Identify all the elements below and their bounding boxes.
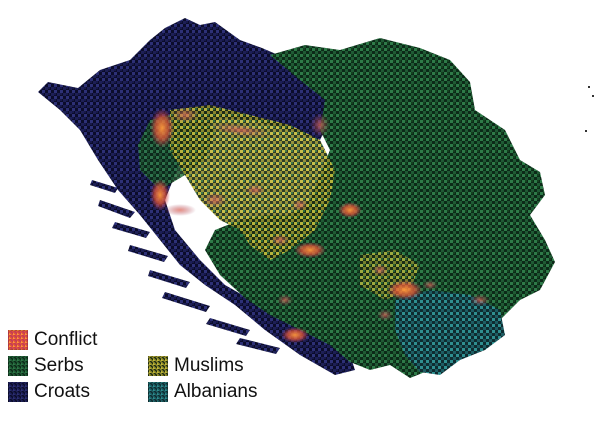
scattered-dots <box>585 86 594 132</box>
legend-item-conflict: Conflict <box>8 328 97 352</box>
serbs-swatch <box>8 356 28 376</box>
legend-label-serbs: Serbs <box>34 355 84 376</box>
legend-item-serbs: Serbs <box>8 354 84 378</box>
serbs-region <box>205 38 555 378</box>
coastal-islands <box>90 180 280 354</box>
legend-item-croats: Croats <box>8 380 90 404</box>
legend-label-muslims: Muslims <box>174 355 244 376</box>
albanians-swatch <box>148 382 168 402</box>
croats-swatch <box>8 382 28 402</box>
legend-label-croats: Croats <box>34 381 90 402</box>
muslims-region <box>170 105 335 260</box>
legend-item-muslims: Muslims <box>148 354 244 378</box>
map-legend: Conflict Serbs Croats Muslims Albanians <box>8 328 308 418</box>
legend-item-albanians: Albanians <box>148 380 257 404</box>
conflict-zones <box>150 107 490 343</box>
albanians-region <box>395 290 505 375</box>
legend-label-albanians: Albanians <box>174 381 258 402</box>
croats-region <box>38 18 355 375</box>
conflict-swatch <box>8 330 28 350</box>
muslims-swatch <box>148 356 168 376</box>
legend-label-conflict: Conflict <box>34 329 98 350</box>
